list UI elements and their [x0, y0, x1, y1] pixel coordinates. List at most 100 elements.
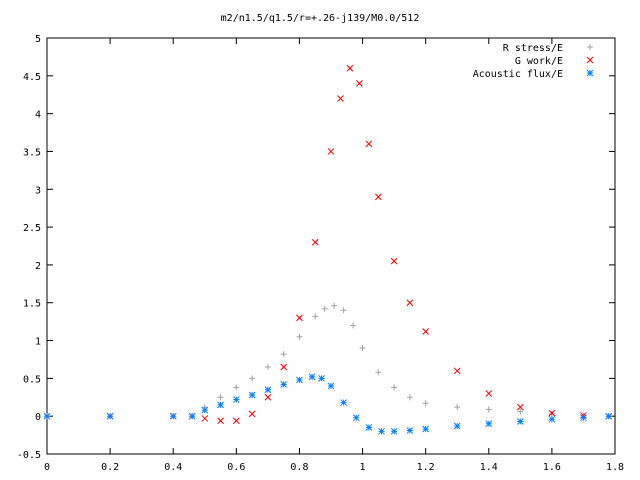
axes: [46, 37, 616, 455]
data-point: [374, 193, 382, 201]
x-tick-label: 0.6: [227, 462, 245, 473]
data-point: [311, 238, 319, 246]
x-axis: 0 0.2 0.4 0.6 0.8 1 1.2 1.4 1.6 1.8: [44, 38, 624, 473]
y-tick-label: -0.5: [17, 450, 41, 461]
data-point: [217, 417, 224, 425]
data-point: [453, 367, 461, 375]
data-point: [340, 307, 347, 314]
data-point: [312, 313, 319, 320]
x-tick-label: 1.8: [606, 462, 624, 473]
x-tick-label: 0.4: [164, 462, 182, 473]
data-point: [375, 369, 382, 376]
y-tick-label: 0: [35, 412, 41, 423]
data-point: [517, 408, 524, 415]
x-tick-label: 1.2: [417, 462, 435, 473]
data-point: [359, 345, 366, 352]
data-point: [406, 394, 413, 401]
data-point: [422, 328, 430, 335]
data-point: [201, 415, 209, 422]
data-point: [232, 417, 240, 425]
data-point: [390, 257, 398, 265]
data-point: [321, 305, 328, 312]
y-tick-label: 1.5: [23, 299, 41, 310]
legend-marker: [587, 44, 593, 50]
data-point: [331, 302, 338, 309]
data-point: [296, 333, 303, 340]
data-point: [217, 394, 224, 401]
data-point: [406, 299, 414, 307]
data-point: [232, 396, 240, 403]
series-2: [43, 373, 613, 435]
x-tick-label: 1: [360, 462, 366, 473]
x-tick-label: 1.4: [480, 462, 498, 473]
data-point: [453, 422, 461, 430]
data-point: [296, 314, 303, 322]
data-point: [264, 364, 271, 371]
legend-label: Acoustic flux/E: [473, 69, 563, 80]
data-point: [352, 414, 360, 422]
data-point: [327, 148, 335, 155]
plot-frame: [46, 37, 616, 455]
data-point: [548, 415, 556, 423]
x-tick-label: 1.6: [543, 462, 561, 473]
y-tick-label: 5: [35, 34, 41, 45]
y-tick-label: 0.5: [23, 374, 41, 385]
y-tick-label: 1: [35, 337, 41, 348]
data-point: [365, 140, 373, 148]
y-tick-label: 3.5: [23, 147, 41, 158]
y-tick-label: 2.5: [23, 223, 41, 234]
data-point: [280, 351, 287, 358]
data-point: [188, 412, 196, 420]
data-point: [390, 427, 398, 435]
y-axis: -0.5 0 0.5 1 1.5 2 2.5 3 3.5 4 4.5 5: [17, 34, 615, 461]
data-point: [248, 391, 256, 399]
x-tick-label: 0.2: [101, 462, 119, 473]
data-point: [580, 414, 587, 422]
y-tick-label: 4.5: [23, 72, 41, 83]
data-point: [350, 322, 357, 329]
data-point: [365, 424, 373, 431]
legend: R stress/E G work/E Acoustic flux/E: [473, 43, 594, 80]
data-point: [327, 382, 335, 390]
data-point: [201, 406, 209, 414]
data-point: [548, 410, 555, 417]
data-point: [308, 373, 316, 381]
data-point: [296, 376, 303, 384]
data-point: [337, 95, 344, 102]
data-point: [280, 363, 288, 371]
chart-title: m2/n1.5/q1.5/r=+.26-j139/M0.0/512: [221, 13, 420, 24]
series-1: [43, 64, 613, 425]
data-point: [217, 401, 224, 409]
y-tick-label: 3: [35, 185, 41, 196]
x-tick-label: 0: [44, 462, 50, 473]
data-point: [249, 375, 256, 382]
data-point: [264, 386, 272, 394]
data-point: [422, 400, 429, 407]
data-point: [318, 375, 325, 382]
data-point: [280, 381, 288, 388]
data-point: [548, 409, 556, 417]
legend-label: G work/E: [515, 56, 563, 67]
series-layer: [43, 64, 613, 435]
data-point: [346, 64, 354, 72]
data-point: [106, 412, 114, 420]
data-point: [43, 412, 51, 420]
data-point: [406, 427, 414, 434]
data-point: [169, 412, 177, 420]
series-0: [44, 302, 612, 420]
legend-label: R stress/E: [503, 43, 563, 54]
data-point: [356, 80, 363, 87]
y-tick-label: 2: [35, 261, 41, 272]
data-point: [422, 425, 430, 433]
legend-marker: [586, 69, 594, 77]
data-point: [248, 410, 256, 418]
legend-marker: [586, 56, 594, 64]
data-point: [340, 399, 347, 406]
data-point: [454, 404, 461, 411]
data-point: [485, 420, 493, 428]
x-tick-label: 0.8: [290, 462, 308, 473]
data-point: [516, 403, 524, 411]
data-point: [485, 390, 493, 397]
data-point: [485, 406, 492, 413]
data-point: [391, 384, 398, 391]
